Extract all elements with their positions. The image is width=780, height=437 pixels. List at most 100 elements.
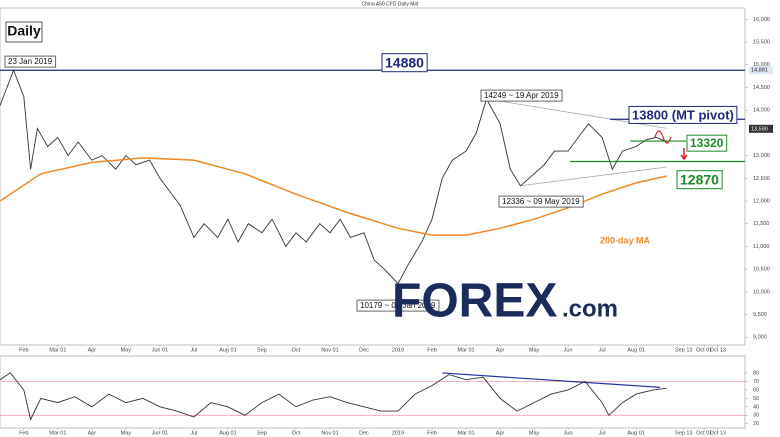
level-label: 13800 (MT pivot) xyxy=(632,107,734,122)
label-box xyxy=(686,134,728,152)
x-tick-label: Apr xyxy=(88,347,97,353)
x-tick-label: Jun 01 xyxy=(152,347,169,353)
x-tick-label: Jun 01 xyxy=(152,430,169,436)
x-tick-label: Apr xyxy=(496,347,505,353)
axis-marker-box xyxy=(749,66,773,75)
x-tick-label: Jul xyxy=(599,347,606,353)
y-tick-label: 30 xyxy=(753,413,759,419)
x-tick-label: Apr xyxy=(496,430,505,436)
label-box xyxy=(356,299,440,312)
x-tick-label: 2019 xyxy=(392,347,404,353)
level-label: 14880 xyxy=(385,55,424,71)
annotation: 10179 ~ 02 Jan 2019 xyxy=(360,301,436,310)
x-tick-label: Nov 01 xyxy=(321,430,338,436)
chart-title: China A50 CFD Daily Mid xyxy=(362,1,419,7)
projection-curve xyxy=(654,130,672,144)
level-label: 12870 xyxy=(680,172,719,188)
y-tick-label: 11,500 xyxy=(753,221,769,227)
y-tick-label: 14,000 xyxy=(753,108,770,114)
series-line xyxy=(0,372,667,421)
y-tick-label: 9,000 xyxy=(753,335,767,341)
y-tick-label: 20 xyxy=(753,421,759,427)
axis-marker-label: 13,590 xyxy=(751,126,768,132)
y-tick-label: 16,000 xyxy=(753,17,770,23)
x-tick-label: May xyxy=(529,430,540,436)
x-tick-label: Feb xyxy=(19,430,28,436)
y-tick-label: 14,500 xyxy=(753,85,770,91)
projection-arrow xyxy=(680,148,688,161)
axis-marker-box xyxy=(749,124,773,133)
x-tick-label: Jun xyxy=(564,347,573,353)
x-tick-label: Oct 01 xyxy=(696,430,712,436)
label-box xyxy=(480,89,563,102)
y-tick-label: 10,500 xyxy=(753,267,770,273)
x-tick-label: Oct xyxy=(292,430,301,436)
y-tick-label: 40 xyxy=(753,404,759,410)
x-tick-label: Dec xyxy=(359,430,369,436)
y-tick-label: 11,000 xyxy=(753,244,769,250)
timeframe-label: Daily xyxy=(7,23,41,39)
x-tick-label: Sep 13 xyxy=(675,347,692,353)
trendline xyxy=(442,372,660,388)
timeframe-box xyxy=(5,21,43,43)
y-tick-label: 80 xyxy=(753,370,759,376)
y-tick-label: 10,000 xyxy=(753,289,770,295)
x-tick-label: Dec xyxy=(359,347,369,353)
ma-label: 200-day MA xyxy=(600,235,651,245)
x-tick-label: Sep xyxy=(257,347,267,353)
x-tick-label: Mar 01 xyxy=(49,430,66,436)
y-tick-label: 12,000 xyxy=(753,198,770,204)
x-tick-label: May xyxy=(121,430,132,436)
label-box xyxy=(676,170,723,190)
x-tick-label: Feb xyxy=(427,347,436,353)
y-tick-label: 15,000 xyxy=(753,62,770,68)
annotation: 12336 ~ 09 May 2019 xyxy=(502,197,580,206)
x-tick-label: May xyxy=(529,347,540,353)
y-tick-label: 50 xyxy=(753,396,759,402)
level-label: 13320 xyxy=(690,136,724,150)
x-tick-label: Aug 01 xyxy=(219,430,236,436)
x-tick-label: Mar 01 xyxy=(457,430,474,436)
y-tick-label: 13,000 xyxy=(753,153,770,159)
x-tick-label: Aug 01 xyxy=(627,347,644,353)
x-tick-label: Jun xyxy=(564,430,573,436)
x-tick-label: Mar 01 xyxy=(457,347,474,353)
annotation: 14249 ~ 19 Apr 2019 xyxy=(484,91,559,100)
x-tick-label: 2019 xyxy=(392,430,404,436)
series-line xyxy=(0,68,667,285)
y-tick-label: 9,500 xyxy=(753,312,767,318)
x-tick-label: Sep xyxy=(257,430,267,436)
x-tick-label: Nov 01 xyxy=(321,347,338,353)
label-box xyxy=(4,55,57,68)
x-tick-label: Mar 01 xyxy=(49,347,66,353)
y-tick-label: 70 xyxy=(753,379,759,385)
y-tick-label: 15,500 xyxy=(753,40,770,46)
trendline xyxy=(520,166,667,187)
x-tick-label: Oct 01 xyxy=(696,347,712,353)
x-tick-label: Aug 01 xyxy=(219,347,236,353)
brand-suffix: .com xyxy=(562,295,618,322)
rsi-panel xyxy=(0,355,746,429)
x-tick-label: Aug 01 xyxy=(627,430,644,436)
annotation: 23 Jan 2019 xyxy=(8,57,53,66)
x-tick-label: Feb xyxy=(427,430,436,436)
x-tick-label: Jul xyxy=(190,347,197,353)
x-tick-label: Feb xyxy=(19,347,28,353)
label-box xyxy=(628,105,738,124)
label-box xyxy=(381,53,428,73)
x-tick-label: Sep 13 xyxy=(675,430,692,436)
x-tick-label: Oct 13 xyxy=(710,347,726,353)
x-tick-label: Oct xyxy=(292,347,301,353)
label-box xyxy=(498,195,584,208)
x-tick-label: Apr xyxy=(88,430,97,436)
x-tick-label: May xyxy=(121,347,132,353)
axis-marker-label: 14,881 xyxy=(751,68,768,74)
price-panel xyxy=(0,7,746,346)
y-tick-label: 12,500 xyxy=(753,176,770,182)
x-tick-label: Oct 13 xyxy=(710,430,726,436)
y-tick-label: 60 xyxy=(753,387,759,393)
x-tick-label: Jul xyxy=(190,430,197,436)
x-tick-label: Jul xyxy=(599,430,606,436)
brand-logo: FOREX xyxy=(392,275,557,328)
